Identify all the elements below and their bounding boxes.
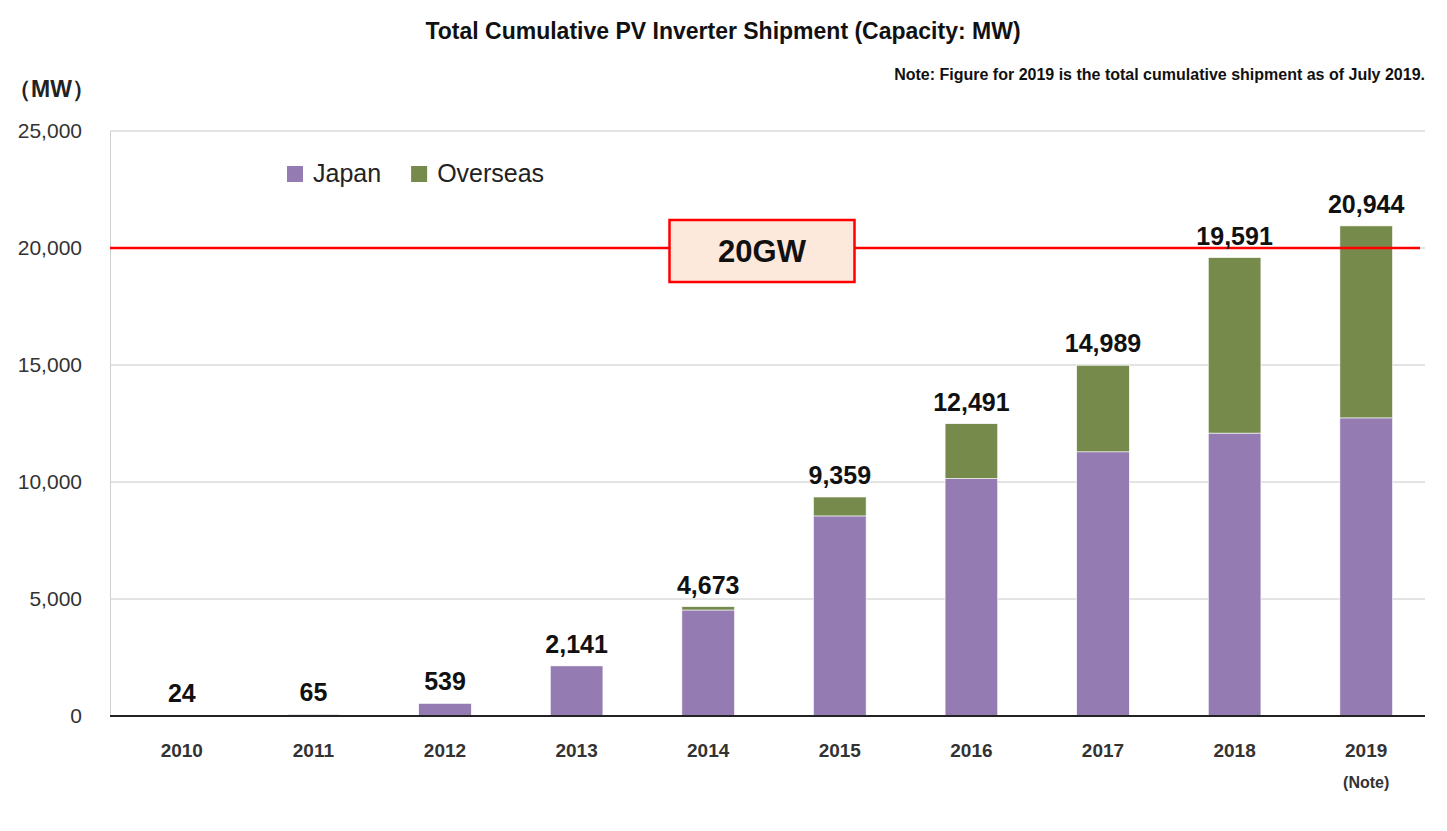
bar bbox=[682, 610, 735, 716]
tick-label: 2018 bbox=[1213, 740, 1255, 761]
baseline bbox=[110, 715, 1425, 717]
series-1 bbox=[682, 226, 1393, 610]
legend-swatch bbox=[411, 166, 427, 182]
tick: 0 bbox=[70, 704, 110, 727]
bar bbox=[813, 516, 866, 716]
bar bbox=[550, 665, 603, 666]
plot-area bbox=[155, 226, 1392, 716]
bar bbox=[1077, 365, 1130, 452]
data-label: 24 bbox=[168, 679, 196, 707]
tick-label: 2012 bbox=[424, 740, 466, 761]
grid-line bbox=[110, 131, 1425, 132]
category-note: (Note) bbox=[1343, 774, 1389, 791]
tick-label: 2019 bbox=[1345, 740, 1387, 761]
tick: 10,000 bbox=[18, 470, 110, 493]
data-labels: 24 65 539 2,141 4,673 9,359 12,491 14,989 19,591… bbox=[168, 190, 1405, 708]
legend-swatch bbox=[287, 166, 303, 182]
legend-item: Japan bbox=[287, 159, 381, 187]
title: Total Cumulative PV Inverter Shipment (C… bbox=[425, 18, 1020, 44]
bar bbox=[419, 703, 472, 704]
bar bbox=[813, 497, 866, 516]
bar bbox=[1077, 452, 1130, 716]
legend-label: Overseas bbox=[437, 159, 544, 187]
y-axis: 0 5,000 10,000 15,000 20,000 25,000 bbox=[18, 119, 111, 727]
data-label: 19,591 bbox=[1196, 222, 1273, 250]
bar bbox=[1208, 258, 1261, 434]
data-label: 9,359 bbox=[809, 461, 872, 489]
bar bbox=[1208, 433, 1261, 716]
bar bbox=[287, 714, 340, 715]
data-label: 2,141 bbox=[545, 630, 608, 658]
tick-label: 15,000 bbox=[18, 353, 82, 376]
tick-label: 2010 bbox=[161, 740, 203, 761]
data-label: 12,491 bbox=[933, 388, 1010, 416]
legend: Japan Overseas bbox=[287, 159, 544, 187]
tick-label: 2017 bbox=[1082, 740, 1124, 761]
legend-item: Overseas bbox=[411, 159, 544, 187]
bar bbox=[419, 703, 472, 716]
y-axis-title: （MW） bbox=[8, 76, 95, 102]
tick: 20,000 bbox=[18, 236, 110, 259]
bar bbox=[945, 424, 998, 479]
data-label: 539 bbox=[424, 667, 466, 695]
legend-label: Japan bbox=[313, 159, 381, 187]
tick: 25,000 bbox=[18, 119, 110, 142]
bar bbox=[682, 607, 735, 610]
grid bbox=[110, 131, 1425, 716]
tick-label: 0 bbox=[70, 704, 82, 727]
tick-label: 5,000 bbox=[29, 587, 82, 610]
axis-line bbox=[110, 132, 111, 717]
bar bbox=[1340, 418, 1393, 716]
bar bbox=[1340, 226, 1393, 418]
tick-label: 20,000 bbox=[18, 236, 82, 259]
data-label: 65 bbox=[299, 678, 327, 706]
tick-label: 2011 bbox=[293, 740, 335, 761]
tick-label: 2014 bbox=[687, 740, 730, 761]
data-label: 20,944 bbox=[1328, 190, 1405, 218]
x-axis: 2010 2011 2012 2013 2014 2015 2016 2017 2018 2019 bbox=[161, 740, 1388, 761]
tick-label: 25,000 bbox=[18, 119, 82, 142]
tick-label: 2015 bbox=[819, 740, 862, 761]
tick-label: 2013 bbox=[555, 740, 597, 761]
reference-label: 20GW bbox=[718, 234, 807, 269]
tick: 5,000 bbox=[29, 587, 110, 610]
bar bbox=[550, 666, 603, 716]
grid-line bbox=[110, 716, 1425, 717]
data-label: 14,989 bbox=[1065, 329, 1141, 357]
tick-label: 2016 bbox=[950, 740, 992, 761]
bar bbox=[945, 478, 998, 716]
subtitle: Note: Figure for 2019 is the total cumul… bbox=[894, 66, 1425, 83]
series-0 bbox=[155, 418, 1392, 716]
tick: 15,000 bbox=[18, 353, 110, 376]
chart: 0 5,000 10,000 15,000 20,000 25,000 20GW 24 65 53… bbox=[0, 0, 1447, 831]
tick-label: 10,000 bbox=[18, 470, 82, 493]
reference-box bbox=[670, 220, 855, 282]
data-label: 4,673 bbox=[677, 571, 740, 599]
